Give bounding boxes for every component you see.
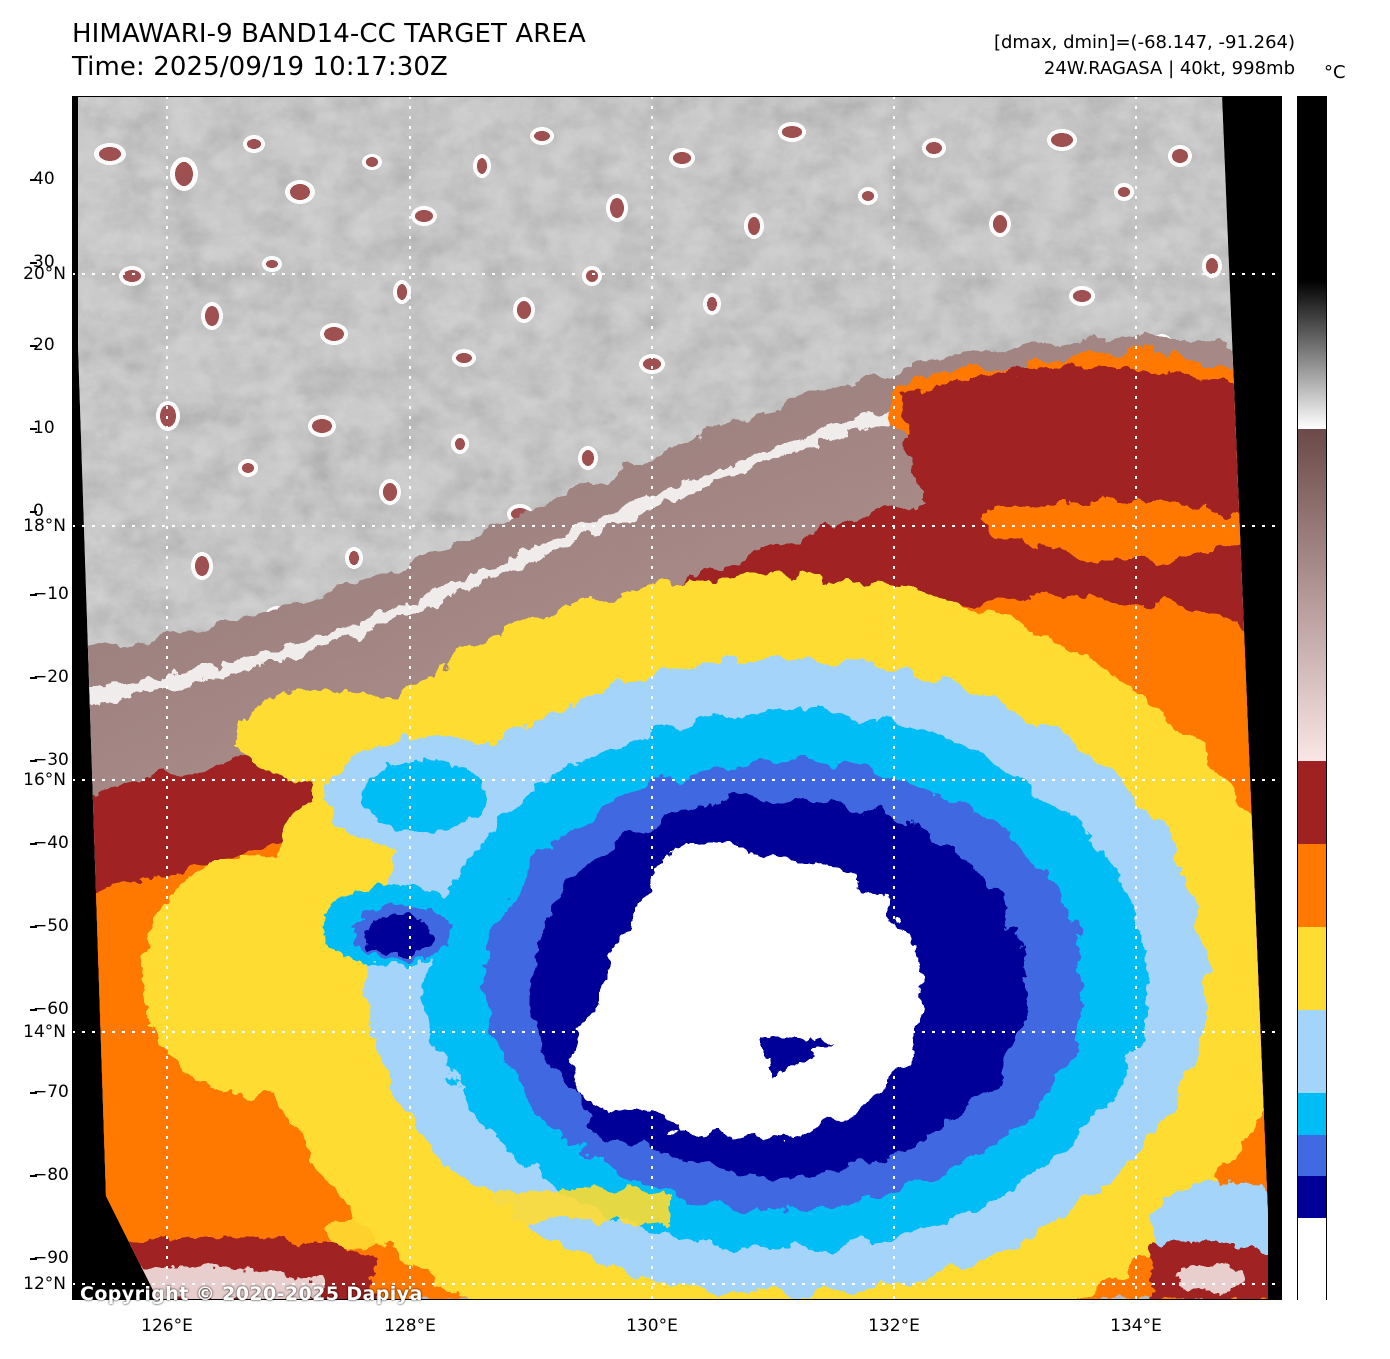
colorbar[interactable]	[1297, 96, 1327, 1301]
timestamp-label: Time: 2025/09/19 10:17:30Z	[72, 52, 448, 83]
x-tick-126e: 126°E	[141, 1316, 193, 1336]
graticule	[72, 96, 1282, 1300]
x-tick-128e: 128°E	[384, 1316, 436, 1336]
x-tick-130e: 130°E	[626, 1316, 678, 1336]
y-tick-16n: 16°N	[23, 770, 66, 790]
colorbar-tick-label--30: −30	[33, 750, 69, 771]
colorbar-segment-royal-blue	[1298, 1134, 1326, 1177]
colorbar-tick-label-20: 20	[33, 335, 55, 356]
colorbar-segment-cyan	[1298, 1093, 1326, 1135]
colorbar-segment-white-coldest	[1298, 1217, 1326, 1301]
copyright-label: Copyright © 2020-2025 Dapiya	[80, 1283, 423, 1305]
colorbar-tick-label--40: −40	[33, 833, 69, 854]
colorbar-tickmark--20	[30, 677, 37, 679]
satellite-swath	[78, 96, 1268, 1300]
colorbar-tickmark-20	[30, 345, 37, 347]
y-axis: 20°N 18°N 16°N 14°N 12°N	[0, 96, 66, 1300]
x-tick-132e: 132°E	[868, 1316, 920, 1336]
spiral-banding	[322, 656, 1222, 1254]
central-dense-overcast	[572, 842, 922, 1142]
colorbar-tickmark--90	[30, 1258, 37, 1260]
colorbar-segment-orange	[1298, 844, 1326, 928]
title-block: HIMAWARI-9 BAND14-CC TARGET AREA Time: 2…	[72, 18, 586, 85]
colorbar-tickmark--50	[30, 926, 37, 928]
colorbar-tick-label--70: −70	[33, 1082, 69, 1103]
colorbar-tickmark--10	[30, 594, 37, 596]
colorbar-tick-label--50: −50	[33, 916, 69, 937]
colorbar-tickmark-0	[30, 511, 37, 513]
satellite-image-plot[interactable]	[72, 96, 1282, 1300]
colorbar-tickmark-30	[30, 262, 37, 264]
northeast-darkred-arc	[902, 367, 1268, 526]
colorbar-tick-label--80: −80	[33, 1165, 69, 1186]
y-tick-20n: 20°N	[23, 264, 66, 284]
colorbar-tick-label-40: 40	[33, 169, 55, 190]
x-axis: 126°E 128°E 130°E 132°E 134°E	[72, 1316, 1282, 1344]
dmax-dmin-label: [dmax, dmin]=(-68.147, -91.264)	[993, 32, 1295, 53]
colorbar-tick-label--90: −90	[33, 1248, 69, 1269]
colorbar-tickmark--60	[30, 1009, 37, 1011]
colorbar-tick-label-0: 0	[33, 501, 44, 522]
colorbar-tickmark--40	[30, 843, 37, 845]
southwest-patches	[102, 1237, 1268, 1300]
colorbar-tick-label--20: −20	[33, 667, 69, 688]
colorbar-tickmark--80	[30, 1175, 37, 1177]
colorbar-segment-mauve-ramp	[1298, 429, 1326, 762]
colorbar-tick-label--10: −10	[33, 584, 69, 605]
colorbar-tickmark--30	[30, 760, 37, 762]
y-tick-12n: 12°N	[23, 1274, 66, 1294]
colorbar-segment-navy	[1298, 1176, 1326, 1218]
colorbar-segment-light-blue	[1298, 1010, 1326, 1094]
storm-info-label: 24W.RAGASA | 40kt, 998mb	[1043, 57, 1295, 79]
colorbar-tickmark-40	[30, 179, 37, 181]
colorbar-tickmark-10	[30, 428, 37, 430]
colorbar-tick-label-30: 30	[33, 252, 55, 273]
colorbar-segment-grayscale-ramp	[1298, 279, 1326, 430]
colorbar-unit-label: °C	[1324, 62, 1346, 83]
y-tick-18n: 18°N	[23, 516, 66, 536]
page-title: HIMAWARI-9 BAND14-CC TARGET AREA	[72, 19, 586, 49]
colorbar-tick-label-10: 10	[33, 418, 55, 439]
metadata-block: [dmax, dmin]=(-68.147, -91.264) 24W.RAGA…	[994, 30, 1295, 81]
colorbar-segment-dark-red	[1298, 761, 1326, 845]
x-tick-134e: 134°E	[1110, 1316, 1162, 1336]
y-tick-14n: 14°N	[23, 1022, 66, 1042]
colorbar-tickmark--70	[30, 1092, 37, 1094]
colorbar-segment-black-warm	[1298, 97, 1326, 280]
colorbar-tick-label--60: −60	[33, 999, 69, 1020]
colorbar-segment-yellow	[1298, 927, 1326, 1011]
